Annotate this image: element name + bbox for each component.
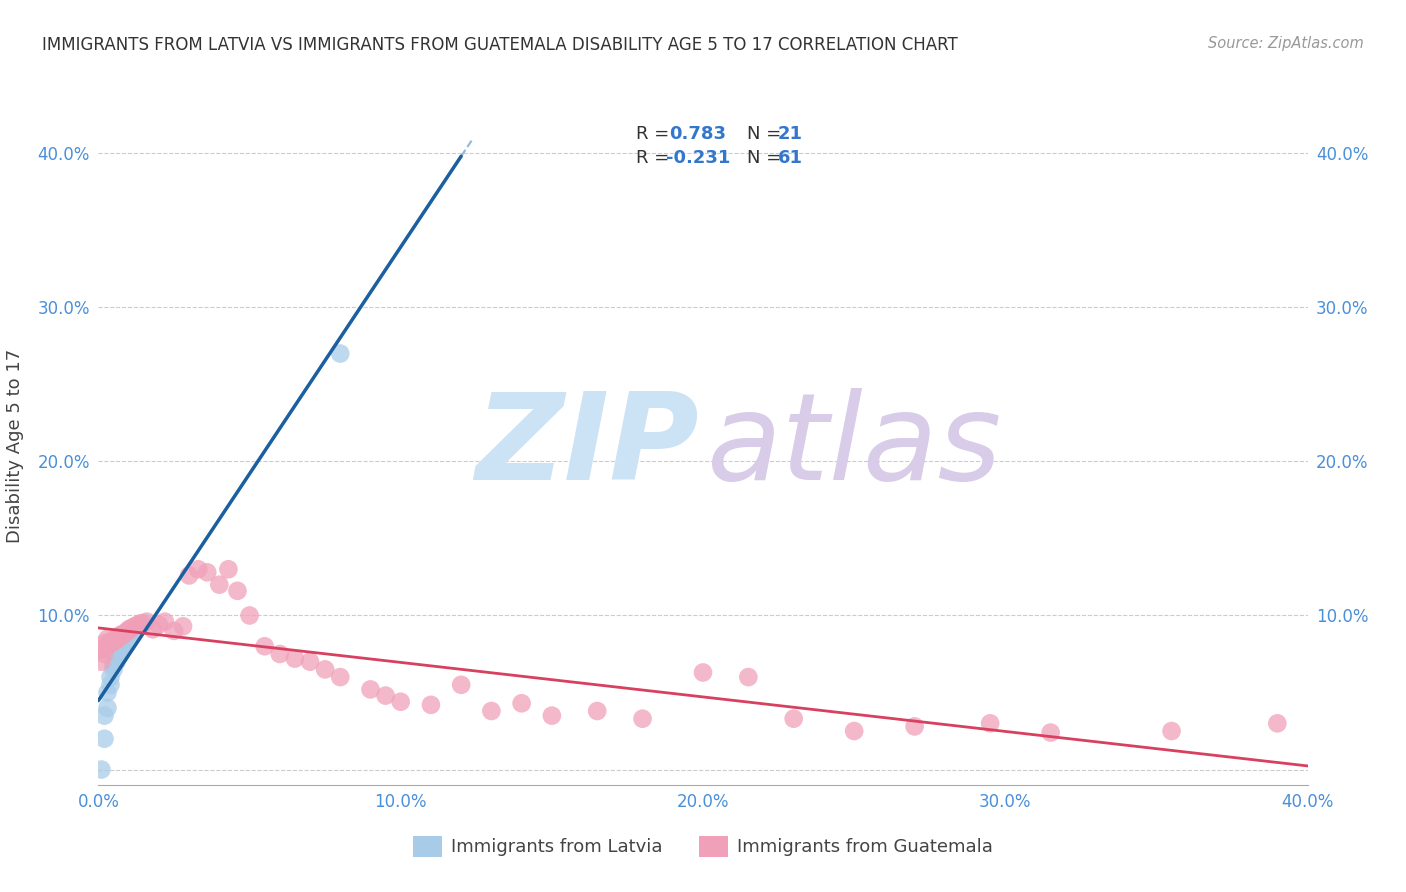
Point <box>96 701 118 715</box>
Point <box>904 719 927 733</box>
Point <box>111 628 134 642</box>
Point <box>389 695 412 709</box>
Point <box>481 704 503 718</box>
Point <box>96 632 118 646</box>
Text: IMMIGRANTS FROM LATVIA VS IMMIGRANTS FROM GUATEMALA DISABILITY AGE 5 TO 17 CORRE: IMMIGRANTS FROM LATVIA VS IMMIGRANTS FRO… <box>42 36 957 54</box>
Point <box>108 630 131 644</box>
Point <box>121 621 143 635</box>
Point <box>163 624 186 638</box>
Point <box>103 657 125 672</box>
Point <box>135 615 157 629</box>
Point <box>108 628 131 642</box>
Point <box>142 623 165 637</box>
Point <box>103 662 125 676</box>
Point <box>1160 724 1182 739</box>
Point <box>118 624 141 638</box>
Legend: Immigrants from Latvia, Immigrants from Guatemala: Immigrants from Latvia, Immigrants from … <box>406 829 1000 864</box>
Point <box>111 640 134 654</box>
Point <box>108 648 131 663</box>
Text: N =: N = <box>747 149 786 167</box>
Text: ZIP: ZIP <box>475 387 699 505</box>
Point <box>96 640 118 654</box>
Point <box>132 616 155 631</box>
Point <box>93 731 115 746</box>
Point <box>118 623 141 637</box>
Point <box>1039 725 1062 739</box>
Point <box>329 670 352 684</box>
Point <box>124 624 146 638</box>
Point <box>631 712 654 726</box>
Point <box>979 716 1001 731</box>
Point <box>179 568 201 582</box>
Point <box>111 627 134 641</box>
Point <box>124 619 146 633</box>
Point <box>510 696 533 710</box>
Point <box>360 682 382 697</box>
Point <box>90 763 112 777</box>
Point <box>692 665 714 680</box>
Point <box>172 619 194 633</box>
Point <box>103 633 125 648</box>
Point <box>108 645 131 659</box>
Point <box>100 670 122 684</box>
Point <box>111 642 134 657</box>
Point <box>586 704 609 718</box>
Point <box>269 647 291 661</box>
Point <box>329 346 352 360</box>
Text: 61: 61 <box>778 149 803 167</box>
Point <box>93 636 115 650</box>
Point <box>103 634 125 648</box>
Point <box>148 617 170 632</box>
Point <box>253 640 276 654</box>
Point <box>239 608 262 623</box>
Point <box>96 685 118 699</box>
Point <box>105 655 128 669</box>
Text: N =: N = <box>747 125 786 143</box>
Point <box>100 634 122 648</box>
Point <box>737 670 759 684</box>
Point <box>90 655 112 669</box>
Point <box>105 632 128 646</box>
Point <box>93 647 115 661</box>
Point <box>100 678 122 692</box>
Point <box>783 712 806 726</box>
Point <box>284 651 307 665</box>
Point <box>844 724 866 739</box>
Point <box>105 651 128 665</box>
Text: 0.783: 0.783 <box>669 125 725 143</box>
Point <box>195 566 218 580</box>
Point <box>450 678 472 692</box>
Text: R =: R = <box>637 125 675 143</box>
Point <box>299 655 322 669</box>
Text: -0.231: -0.231 <box>665 149 730 167</box>
Point <box>129 616 152 631</box>
Point <box>1267 716 1289 731</box>
Point <box>540 708 562 723</box>
Text: 21: 21 <box>778 125 803 143</box>
Point <box>93 708 115 723</box>
Text: R =: R = <box>637 149 675 167</box>
Point <box>105 633 128 648</box>
Text: atlas: atlas <box>707 387 1002 505</box>
Point <box>217 562 239 576</box>
Point <box>187 562 209 576</box>
Point <box>90 642 112 657</box>
Point <box>226 583 249 598</box>
Point <box>374 689 396 703</box>
Point <box>114 625 136 640</box>
Point <box>100 636 122 650</box>
Point <box>114 636 136 650</box>
Point <box>118 632 141 646</box>
Point <box>127 617 149 632</box>
Point <box>314 662 336 676</box>
Point <box>121 627 143 641</box>
Point <box>208 577 231 591</box>
Text: Source: ZipAtlas.com: Source: ZipAtlas.com <box>1208 36 1364 51</box>
Point <box>420 698 443 712</box>
Point <box>153 615 176 629</box>
Y-axis label: Disability Age 5 to 17: Disability Age 5 to 17 <box>6 349 24 543</box>
